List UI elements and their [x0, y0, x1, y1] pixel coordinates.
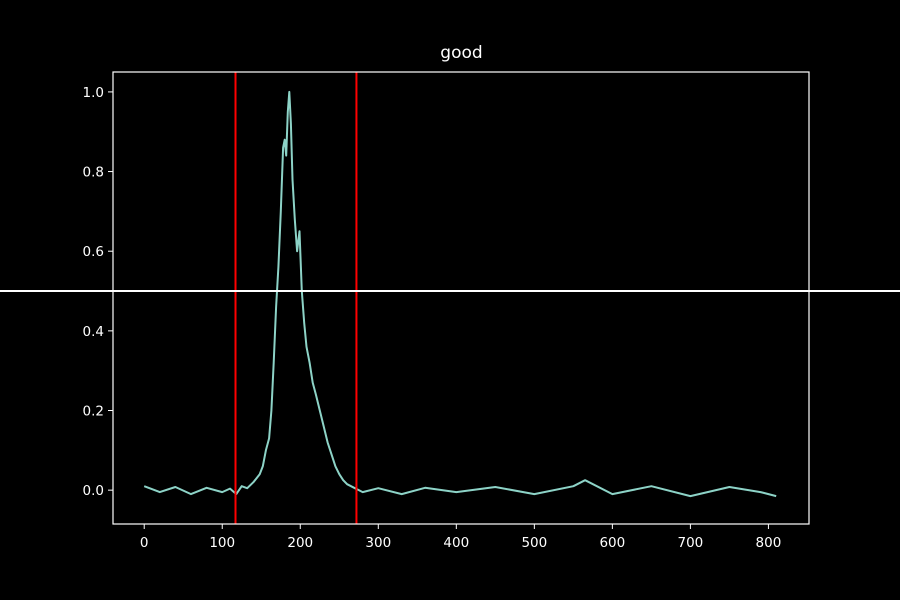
- chart-title: good: [440, 43, 482, 63]
- x-tick-label: 400: [443, 535, 469, 551]
- y-tick-label: 0.0: [83, 483, 104, 499]
- x-tick-label: 300: [365, 535, 391, 551]
- x-tick-label: 100: [209, 535, 235, 551]
- x-tick-label: 700: [678, 535, 704, 551]
- x-axis: 0 100 200 300 400 500 600 700 800: [140, 524, 781, 551]
- y-tick-label: 0.6: [83, 244, 104, 260]
- x-tick-label: 800: [756, 535, 782, 551]
- plot-frame: [112, 71, 810, 525]
- x-tick-label: 500: [521, 535, 547, 551]
- plot-area: [0, 71, 900, 525]
- y-tick-label: 0.8: [83, 165, 104, 181]
- x-tick-label: 200: [287, 535, 313, 551]
- x-tick-label: 600: [599, 535, 625, 551]
- y-tick-label: 1.0: [83, 85, 104, 101]
- y-tick-label: 0.2: [83, 404, 104, 420]
- y-axis: 0.0 0.2 0.4 0.6 0.8 1.0: [83, 85, 113, 499]
- series-line-0: [143, 90, 777, 498]
- x-tick-label: 0: [140, 535, 149, 551]
- y-tick-label: 0.4: [83, 324, 104, 340]
